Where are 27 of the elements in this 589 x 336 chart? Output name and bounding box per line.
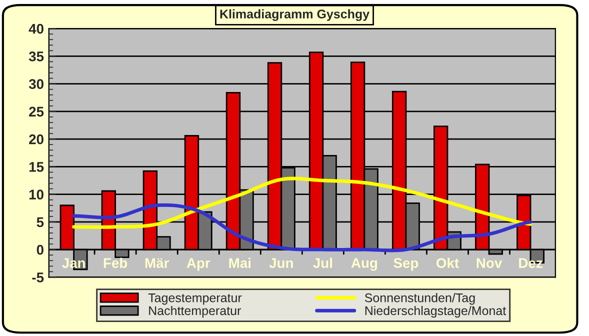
y-tick-label: 30 [28,79,44,89]
x-tick-label: Apr [186,258,210,271]
x-tick-label: Jan [62,258,85,268]
y-tick-label: 35 [28,52,44,62]
legend-label: Tagestemperatur [148,294,242,305]
x-tick-label: Mär [145,258,169,268]
x-tick-label: Jul [313,258,332,268]
y-tick-label: -5 [32,272,44,282]
x-tick-label: Mai [229,258,250,268]
legend-label: Sonnenstunden/Tag [364,293,475,305]
x-tick-label: Jun [269,258,293,268]
chart-title: Klimadiagramm Gyschgy [220,9,370,21]
y-tick-label: 40 [28,24,44,34]
legend-label: Niederschlagstage/Monat [365,306,506,318]
x-tick-label: Nov [476,258,502,268]
y-tick-label: 20 [29,134,44,144]
x-tick-label: Sep [394,258,418,271]
x-tick-label: Feb [104,258,128,268]
y-tick-label: 10 [29,190,44,200]
x-tick-label: Okt [436,258,459,268]
x-tick-label: Dez [519,258,542,268]
y-tick-label: 5 [36,217,44,228]
legend-label: Nachttemperatur [149,306,241,318]
y-tick-label: 15 [29,162,44,172]
y-tick-label: 25 [29,106,44,117]
y-tick-label: 0 [36,244,44,255]
x-tick-label: Aug [351,258,378,271]
